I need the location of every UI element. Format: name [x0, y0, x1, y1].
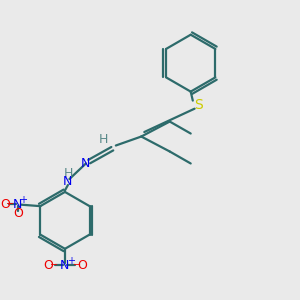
Text: −: − — [50, 260, 59, 270]
Text: +: + — [19, 195, 27, 205]
Text: O: O — [77, 259, 87, 272]
Text: −: − — [6, 199, 14, 209]
Text: O: O — [44, 259, 53, 272]
Text: S: S — [194, 98, 203, 112]
Text: H: H — [98, 133, 108, 146]
Text: O: O — [0, 197, 10, 211]
Text: H: H — [64, 167, 74, 180]
Text: N: N — [60, 259, 70, 272]
Text: N: N — [63, 175, 73, 188]
Text: +: + — [67, 256, 75, 266]
Text: O: O — [13, 207, 23, 220]
Text: N: N — [13, 197, 22, 211]
Text: N: N — [81, 157, 91, 170]
Text: −: − — [73, 260, 81, 270]
